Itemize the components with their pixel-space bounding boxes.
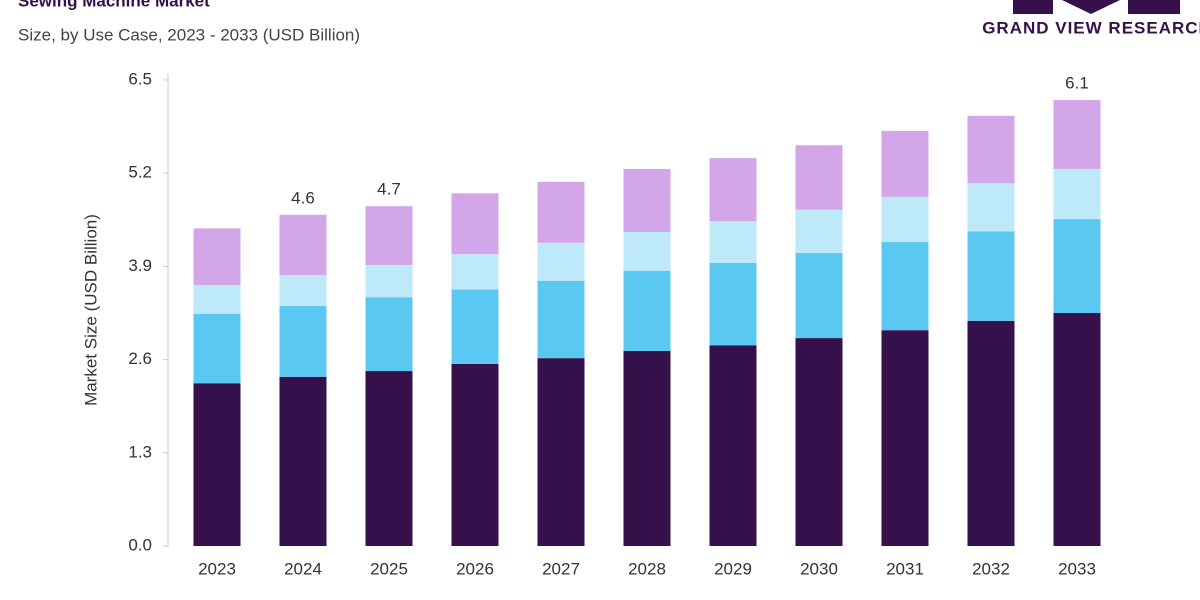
bar-segment (709, 262, 757, 346)
x-tick-label: 2029 (714, 559, 752, 578)
bar-segment (537, 242, 585, 281)
total-label: 4.6 (291, 188, 315, 207)
bar-segment (451, 254, 499, 290)
bar-segment (623, 231, 671, 271)
bar-segment (365, 206, 413, 265)
y-tick-label: 2.6 (128, 349, 152, 368)
bar-segment (279, 214, 327, 276)
logo-shape (1128, 0, 1180, 14)
bar-segment (537, 358, 585, 546)
x-tick-label: 2026 (456, 559, 494, 578)
bar-segment (881, 196, 929, 243)
bar-segment (881, 330, 929, 546)
y-axis-title: Market Size (USD Billion) (81, 214, 100, 406)
x-tick-label: 2023 (198, 559, 236, 578)
bar-segment (279, 305, 327, 377)
bar-segment (795, 145, 843, 210)
chart-subtitle: Size, by Use Case, 2023 - 2033 (USD Bill… (18, 25, 360, 44)
bar-segment (967, 183, 1015, 232)
bar-segment (1053, 100, 1101, 169)
x-tick-label: 2032 (972, 559, 1010, 578)
bar-segment (795, 252, 843, 339)
bar-segment (623, 270, 671, 351)
y-tick-label: 0.0 (128, 535, 152, 554)
bar-segment (1053, 168, 1101, 220)
x-tick-label: 2031 (886, 559, 924, 578)
bar-segment (795, 209, 843, 253)
bar-segment (709, 221, 757, 263)
bar-segment (623, 168, 671, 232)
bar-segment (193, 285, 241, 314)
bar-segment (795, 338, 843, 546)
bar-segment (967, 231, 1015, 321)
total-label: 6.1 (1065, 74, 1089, 93)
bar-segment (623, 350, 671, 546)
bar-segment (537, 280, 585, 359)
total-label: 4.7 (377, 180, 401, 199)
bar-segment (451, 289, 499, 364)
bar-segment (881, 130, 929, 197)
bar-segment (451, 193, 499, 255)
x-tick-label: 2030 (800, 559, 838, 578)
bar-segment (1053, 219, 1101, 313)
bar-segment (967, 115, 1015, 184)
y-tick-label: 3.9 (128, 256, 152, 275)
bar-segment (193, 313, 241, 384)
bar-segment (709, 158, 757, 222)
bar-segment (967, 320, 1015, 546)
bar-segment (881, 242, 929, 331)
bar-segment (365, 371, 413, 546)
y-tick-label: 5.2 (128, 163, 152, 182)
bar-segment (537, 181, 585, 243)
bar-segment (451, 363, 499, 546)
bar-segment (279, 376, 327, 546)
y-tick-label: 6.5 (128, 69, 152, 88)
bar-segment (365, 297, 413, 372)
x-tick-label: 2028 (628, 559, 666, 578)
bar-segment (193, 383, 241, 546)
y-tick-label: 1.3 (128, 442, 152, 461)
bar-segment (365, 264, 413, 298)
x-tick-label: 2033 (1058, 559, 1096, 578)
chart-title: Sewing Machine Market (18, 0, 210, 10)
logo-shape (1013, 0, 1053, 14)
x-tick-label: 2027 (542, 559, 580, 578)
x-tick-label: 2025 (370, 559, 408, 578)
x-tick-label: 2024 (284, 559, 322, 578)
brand-logo: GRAND VIEW RESEARCH (982, 0, 1200, 37)
bar-segment (279, 275, 327, 306)
bar-segment (1053, 313, 1101, 546)
brand-text: GRAND VIEW RESEARCH (982, 18, 1200, 37)
logo-shape (1062, 0, 1120, 14)
bar-segment (193, 228, 241, 286)
bar-segment (709, 345, 757, 546)
